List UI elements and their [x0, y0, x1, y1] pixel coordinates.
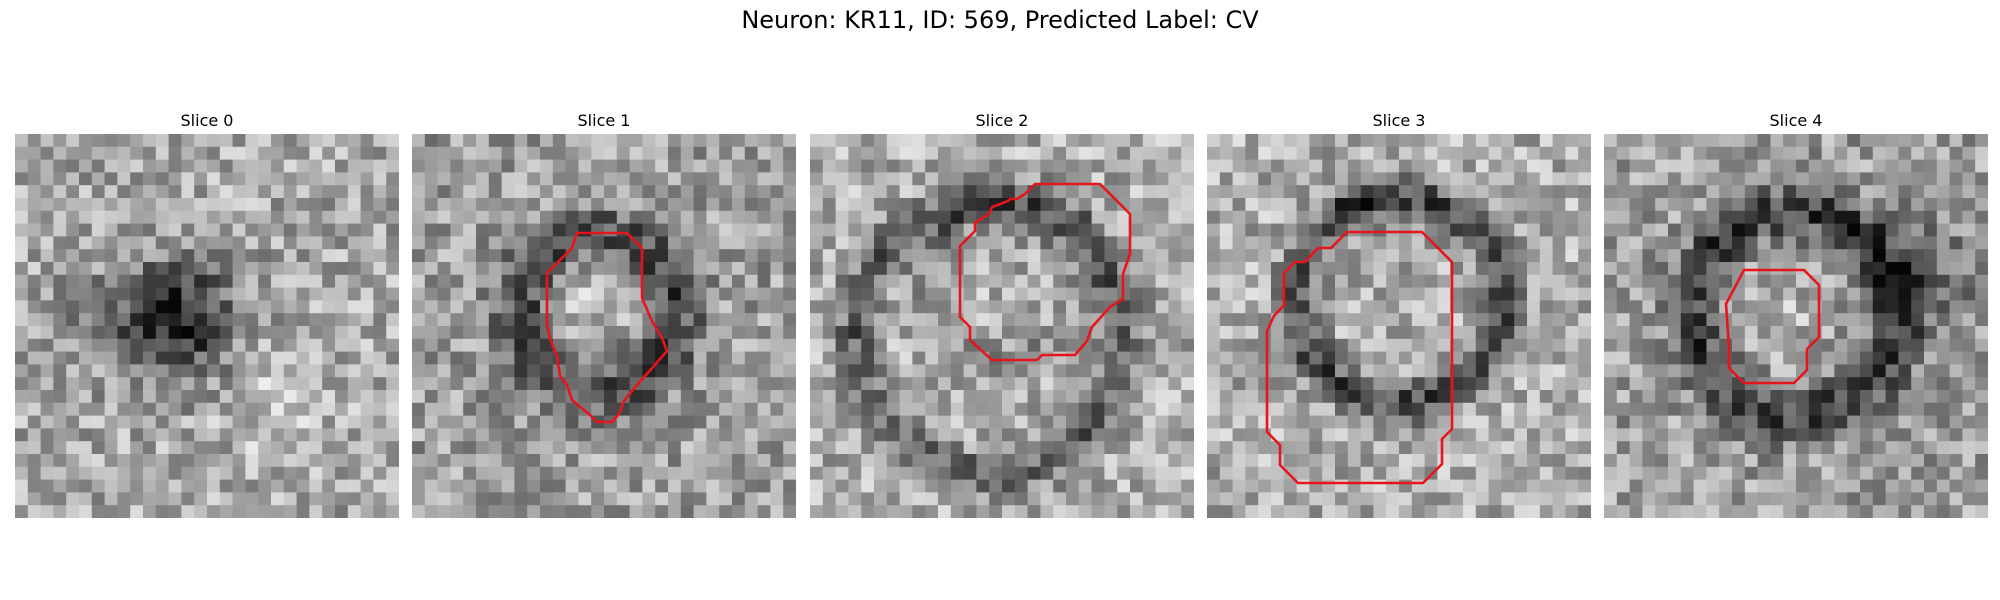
slice-image — [15, 134, 399, 518]
grayscale-pixel-grid — [810, 134, 1194, 518]
roi-outline — [1724, 268, 1821, 385]
slice-image — [412, 134, 796, 518]
figure-title: Neuron: KR11, ID: 569, Predicted Label: … — [741, 6, 1259, 34]
roi-outline — [958, 182, 1132, 362]
roi-outline — [545, 231, 669, 424]
slice-panel-0: Slice 0 — [15, 108, 399, 518]
slice-title: Slice 4 — [1769, 111, 1823, 130]
slice-title: Slice 1 — [577, 111, 631, 130]
slice-panel-2: Slice 2 — [810, 108, 1194, 518]
slice-panel-3: Slice 3 — [1207, 108, 1591, 518]
slice-image — [1207, 134, 1591, 518]
grayscale-pixel-grid — [1207, 134, 1591, 518]
grayscale-pixel-grid — [412, 134, 796, 518]
slice-title: Slice 3 — [1372, 111, 1426, 130]
roi-outline — [1265, 230, 1454, 485]
slice-panel-4: Slice 4 — [1604, 108, 1988, 518]
slice-image — [1604, 134, 1988, 518]
grayscale-pixel-grid — [1604, 134, 1988, 518]
slice-image — [810, 134, 1194, 518]
slice-panel-1: Slice 1 — [412, 108, 796, 518]
slice-title: Slice 2 — [975, 111, 1029, 130]
slice-title: Slice 0 — [180, 111, 234, 130]
grayscale-pixel-grid — [15, 134, 399, 518]
